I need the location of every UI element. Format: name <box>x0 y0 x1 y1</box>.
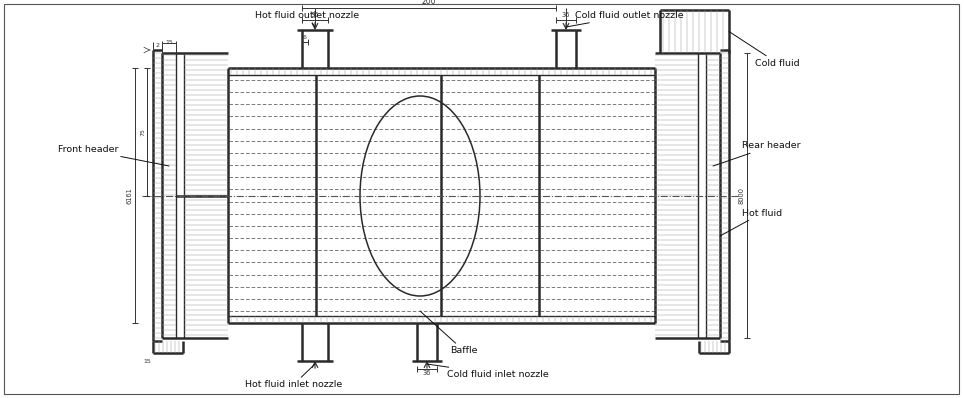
Text: Cold fluid: Cold fluid <box>729 31 799 68</box>
Text: 6161: 6161 <box>127 187 133 204</box>
Text: 200: 200 <box>422 0 437 6</box>
Text: 36: 36 <box>310 12 319 18</box>
Text: 8000: 8000 <box>739 187 745 204</box>
Text: Rear header: Rear header <box>713 142 801 166</box>
Text: 36: 36 <box>423 370 431 376</box>
Text: 6: 6 <box>303 35 307 40</box>
Text: Hot fluid inlet nozzle: Hot fluid inlet nozzle <box>245 364 342 389</box>
Text: 15: 15 <box>165 40 173 45</box>
Text: 36: 36 <box>562 12 570 18</box>
Text: Cold fluid outlet nozzle: Cold fluid outlet nozzle <box>566 11 683 27</box>
Text: Baffle: Baffle <box>420 311 477 355</box>
Text: Hot fluid: Hot fluid <box>720 209 782 236</box>
Text: Cold fluid inlet nozzle: Cold fluid inlet nozzle <box>427 364 549 379</box>
Text: Hot fluid outlet nozzle: Hot fluid outlet nozzle <box>255 11 360 27</box>
Text: Front header: Front header <box>58 146 169 166</box>
Text: 2: 2 <box>155 43 159 48</box>
Text: 75: 75 <box>140 128 145 136</box>
Text: 15: 15 <box>143 359 151 364</box>
